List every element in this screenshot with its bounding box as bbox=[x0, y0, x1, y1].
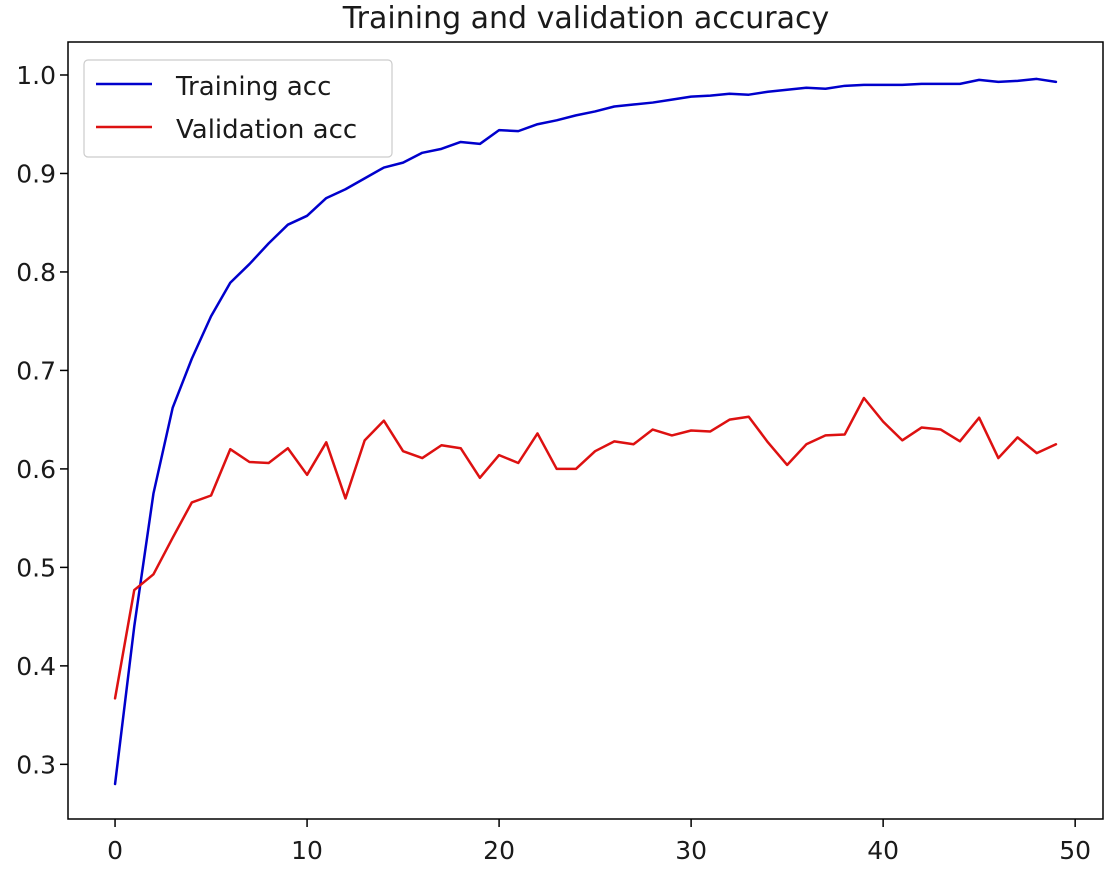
y-tick-label: 0.5 bbox=[16, 553, 56, 582]
chart-title: Training and validation accuracy bbox=[342, 1, 829, 36]
series-line-training-acc bbox=[113, 77, 1058, 786]
x-tick-label: 10 bbox=[291, 836, 323, 865]
y-tick-label: 0.7 bbox=[16, 356, 56, 385]
x-tick-label: 50 bbox=[1059, 836, 1091, 865]
x-tick-label: 20 bbox=[483, 836, 515, 865]
legend-label-validation-acc: Validation acc bbox=[176, 115, 357, 145]
series-layer bbox=[113, 77, 1058, 786]
y-tick-label: 0.6 bbox=[16, 455, 56, 484]
legend: Training acc Validation acc bbox=[83, 59, 393, 158]
legend-box bbox=[83, 59, 393, 158]
x-axis: 0 10 20 30 40 50 bbox=[107, 819, 1091, 865]
series-line-validation-acc bbox=[113, 396, 1058, 700]
y-tick-label: 0.8 bbox=[16, 258, 56, 287]
y-tick-label: 0.4 bbox=[16, 652, 56, 681]
y-tick-label: 1.0 bbox=[16, 61, 56, 90]
y-tick-label: 0.9 bbox=[16, 159, 56, 188]
y-tick-label: 0.3 bbox=[16, 750, 56, 779]
legend-label-training-acc: Training acc bbox=[175, 72, 331, 102]
y-axis: 0.3 0.4 0.5 0.6 0.7 0.8 0.9 1.0 bbox=[16, 61, 68, 779]
x-tick-label: 0 bbox=[107, 836, 123, 865]
x-tick-label: 40 bbox=[867, 836, 899, 865]
plot-area-frame bbox=[67, 41, 1104, 820]
x-tick-label: 30 bbox=[675, 836, 707, 865]
